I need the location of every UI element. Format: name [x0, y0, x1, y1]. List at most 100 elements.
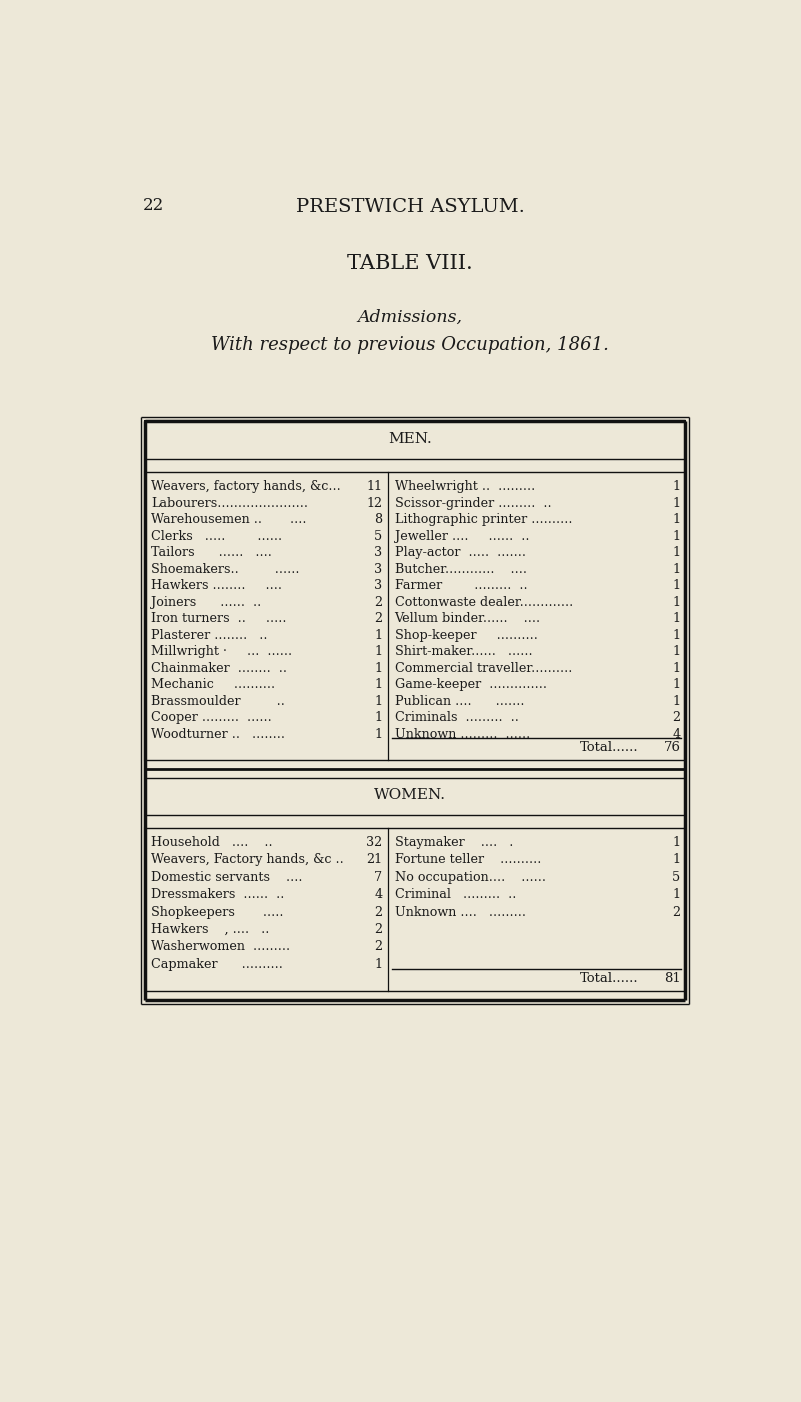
Text: Woodturner ..   ........: Woodturner .. ........	[151, 728, 285, 740]
Text: Lithographic printer ..........: Lithographic printer ..........	[395, 513, 572, 526]
Text: Wheelwright ..  .........: Wheelwright .. .........	[395, 479, 535, 494]
Text: 5: 5	[672, 871, 681, 883]
Text: 1: 1	[374, 694, 382, 708]
Text: 1: 1	[673, 854, 681, 866]
Text: Millwright ·     ...  ......: Millwright · ... ......	[151, 645, 292, 658]
Text: 1: 1	[673, 662, 681, 674]
Text: With respect to previous Occupation, 1861.: With respect to previous Occupation, 186…	[211, 336, 609, 355]
Text: 1: 1	[673, 496, 681, 509]
Text: Farmer        .........  ..: Farmer ......... ..	[395, 579, 527, 592]
Text: 1: 1	[673, 547, 681, 559]
Text: 81: 81	[664, 972, 681, 986]
Text: Publican ....      .......: Publican .... .......	[395, 694, 524, 708]
Text: 1: 1	[374, 645, 382, 658]
Text: 76: 76	[663, 742, 681, 754]
Text: 1: 1	[673, 628, 681, 642]
Text: 2: 2	[374, 923, 382, 937]
Text: 3: 3	[374, 562, 382, 576]
Text: Criminal   .........  ..: Criminal ......... ..	[395, 887, 516, 901]
Text: Brassmoulder         ..: Brassmoulder ..	[151, 694, 285, 708]
Text: Capmaker      ..........: Capmaker ..........	[151, 958, 283, 970]
Text: 1: 1	[374, 711, 382, 725]
Text: 1: 1	[673, 596, 681, 608]
Text: 1: 1	[374, 728, 382, 740]
Text: MEN.: MEN.	[388, 432, 432, 446]
Text: 2: 2	[673, 711, 681, 725]
Text: 1: 1	[374, 958, 382, 970]
Text: 1: 1	[673, 836, 681, 848]
Text: Shoemakers..         ......: Shoemakers.. ......	[151, 562, 300, 576]
Text: Staymaker    ....   .: Staymaker .... .	[395, 836, 513, 848]
Text: 1: 1	[673, 562, 681, 576]
Text: No occupation....    ......: No occupation.... ......	[395, 871, 545, 883]
Text: 1: 1	[673, 613, 681, 625]
Text: 11: 11	[366, 479, 382, 494]
Text: 32: 32	[366, 836, 382, 848]
Text: Washerwomen  .........: Washerwomen .........	[151, 941, 291, 953]
Text: Shop-keeper     ..........: Shop-keeper ..........	[395, 628, 537, 642]
Text: Clerks   .....        ......: Clerks ..... ......	[151, 530, 283, 543]
Text: Weavers, Factory hands, &c ..: Weavers, Factory hands, &c ..	[151, 854, 344, 866]
Text: Jeweller ....     ......  ..: Jeweller .... ...... ..	[395, 530, 529, 543]
Text: 1: 1	[374, 628, 382, 642]
Text: 1: 1	[673, 645, 681, 658]
Text: Game-keeper  ..............: Game-keeper ..............	[395, 679, 546, 691]
Text: 2: 2	[374, 596, 382, 608]
Text: 22: 22	[143, 198, 164, 215]
Text: Butcher............    ....: Butcher............ ....	[395, 562, 526, 576]
Text: 7: 7	[374, 871, 382, 883]
Text: Plasterer ........   ..: Plasterer ........ ..	[151, 628, 268, 642]
Text: 3: 3	[374, 579, 382, 592]
Text: Weavers, factory hands, &c...: Weavers, factory hands, &c...	[151, 479, 341, 494]
Text: Household   ....    ..: Household .... ..	[151, 836, 273, 848]
Text: 1: 1	[673, 530, 681, 543]
Text: Iron turners  ..     .....: Iron turners .. .....	[151, 613, 287, 625]
Text: Joiners      ......  ..: Joiners ...... ..	[151, 596, 261, 608]
Text: Labourers......................: Labourers......................	[151, 496, 308, 509]
Text: Unknown ....   .........: Unknown .... .........	[395, 906, 525, 918]
Text: 2: 2	[374, 941, 382, 953]
Text: Play-actor  .....  .......: Play-actor ..... .......	[395, 547, 525, 559]
Text: Tailors      ......   ....: Tailors ...... ....	[151, 547, 272, 559]
Text: Total......: Total......	[580, 972, 638, 986]
Text: Commercial traveller..........: Commercial traveller..........	[395, 662, 572, 674]
Text: 1: 1	[374, 679, 382, 691]
Text: Warehousemen ..       ....: Warehousemen .. ....	[151, 513, 307, 526]
Text: 4: 4	[374, 887, 382, 901]
Text: 2: 2	[374, 906, 382, 918]
Text: Fortune teller    ..........: Fortune teller ..........	[395, 854, 541, 866]
Text: TABLE VIII.: TABLE VIII.	[348, 255, 473, 273]
Text: 1: 1	[673, 679, 681, 691]
Text: Admissions,: Admissions,	[357, 310, 463, 327]
Text: Cooper .........  ......: Cooper ......... ......	[151, 711, 272, 725]
Text: Vellum binder......    ....: Vellum binder...... ....	[395, 613, 541, 625]
Text: Domestic servants    ....: Domestic servants ....	[151, 871, 303, 883]
Text: 1: 1	[673, 694, 681, 708]
Text: Hawkers    , ....   ..: Hawkers , .... ..	[151, 923, 270, 937]
Text: 21: 21	[366, 854, 382, 866]
Text: Criminals  .........  ..: Criminals ......... ..	[395, 711, 518, 725]
Text: Cottonwaste dealer.............: Cottonwaste dealer.............	[395, 596, 573, 608]
Text: Dressmakers  ......  ..: Dressmakers ...... ..	[151, 887, 284, 901]
Text: Shirt-maker......   ......: Shirt-maker...... ......	[395, 645, 532, 658]
Text: 2: 2	[374, 613, 382, 625]
Text: Total......: Total......	[580, 742, 638, 754]
Text: 12: 12	[366, 496, 382, 509]
Text: 1: 1	[673, 579, 681, 592]
Text: Chainmaker  ........  ..: Chainmaker ........ ..	[151, 662, 288, 674]
Text: Hawkers ........     ....: Hawkers ........ ....	[151, 579, 282, 592]
Text: 4: 4	[673, 728, 681, 740]
Text: 2: 2	[673, 906, 681, 918]
Text: 8: 8	[374, 513, 382, 526]
Text: 1: 1	[673, 513, 681, 526]
Text: 1: 1	[374, 662, 382, 674]
Text: WOMEN.: WOMEN.	[374, 788, 446, 802]
Text: 1: 1	[673, 887, 681, 901]
Text: 5: 5	[374, 530, 382, 543]
Text: Scissor-grinder .........  ..: Scissor-grinder ......... ..	[395, 496, 551, 509]
Text: Shopkeepers       .....: Shopkeepers .....	[151, 906, 284, 918]
Text: Unknown .........  ......: Unknown ......... ......	[395, 728, 530, 740]
Text: 1: 1	[673, 479, 681, 494]
Text: Mechanic     ..........: Mechanic ..........	[151, 679, 276, 691]
Text: 3: 3	[374, 547, 382, 559]
